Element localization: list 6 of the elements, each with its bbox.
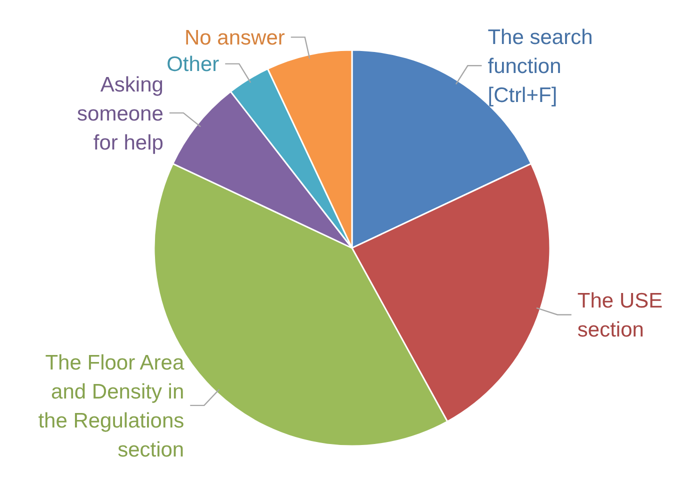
slice-label: Asking someone for help xyxy=(77,73,164,154)
slice-label: The search function [Ctrl+F] xyxy=(488,26,593,107)
slice-label: The USE section xyxy=(577,290,663,342)
slice-label: Other xyxy=(166,53,220,76)
slice-label: The Floor Area and Density in the Regulations section xyxy=(38,351,184,462)
slice-label: No answer xyxy=(184,26,285,50)
